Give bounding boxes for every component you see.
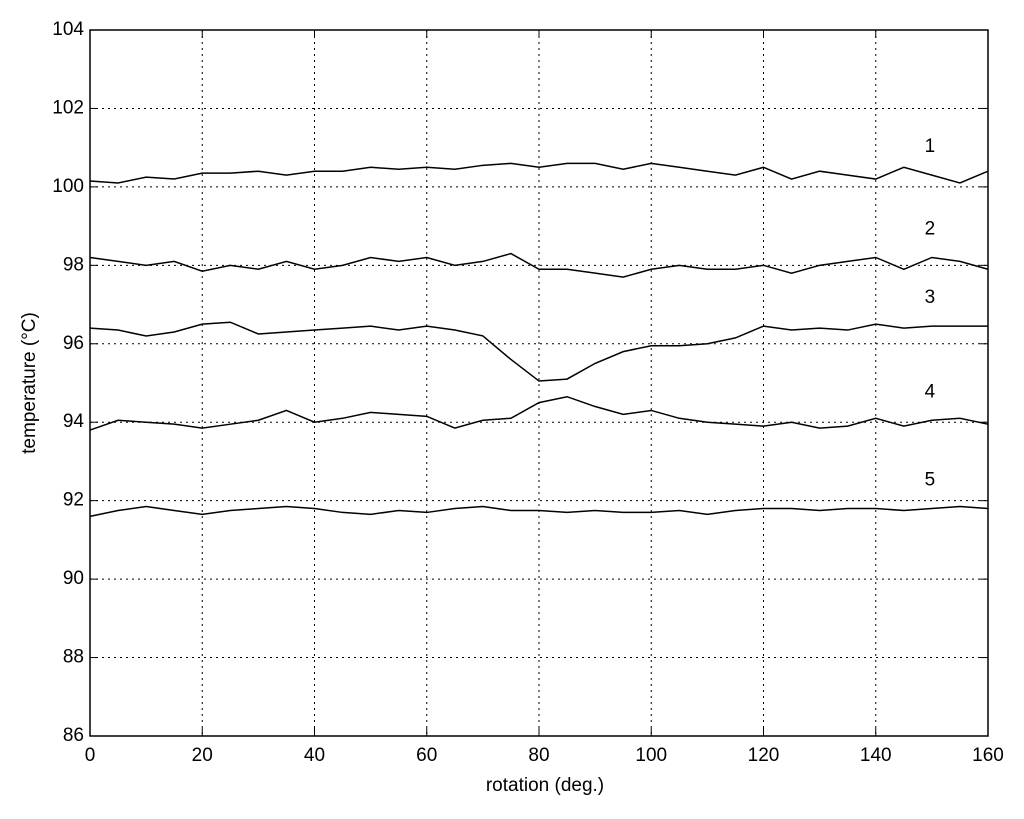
y-axis-label: temperature (°C): [19, 312, 40, 454]
data-line: [89, 395, 989, 431]
series-label: 5: [925, 470, 936, 491]
y-tick-label: 94: [63, 411, 85, 432]
series-label: 1: [925, 136, 936, 157]
x-tick-label: 140: [860, 745, 892, 766]
plot-frame: [89, 29, 989, 737]
data-line: [89, 321, 988, 382]
y-tick-label: 90: [63, 568, 84, 589]
x-tick-label: 0: [85, 745, 96, 766]
x-tick-label: 120: [748, 745, 780, 766]
series-label: 4: [925, 381, 936, 402]
series-label: 2: [925, 219, 936, 240]
y-tick-label: 88: [63, 647, 84, 668]
y-tick-label: 104: [52, 19, 84, 40]
x-tick-label: 40: [304, 745, 325, 766]
series-label: 3: [925, 287, 936, 308]
x-tick-label: 60: [416, 745, 437, 766]
y-tick-label: 86: [63, 725, 84, 746]
x-tick-label: 80: [528, 745, 549, 766]
y-tick-label: 100: [52, 176, 84, 197]
y-tick-label: 96: [63, 333, 84, 354]
y-tick-label: 98: [63, 254, 84, 275]
x-tick-label: 20: [192, 745, 213, 766]
x-axis-label: rotation (deg.): [486, 775, 604, 796]
y-tick-label: 102: [52, 97, 84, 118]
y-tick-label: 92: [63, 490, 84, 511]
x-tick-label: 160: [972, 745, 1004, 766]
data-line: [89, 252, 989, 278]
x-tick-label: 100: [635, 745, 667, 766]
data-line: [89, 162, 989, 184]
data-line: [89, 505, 989, 518]
